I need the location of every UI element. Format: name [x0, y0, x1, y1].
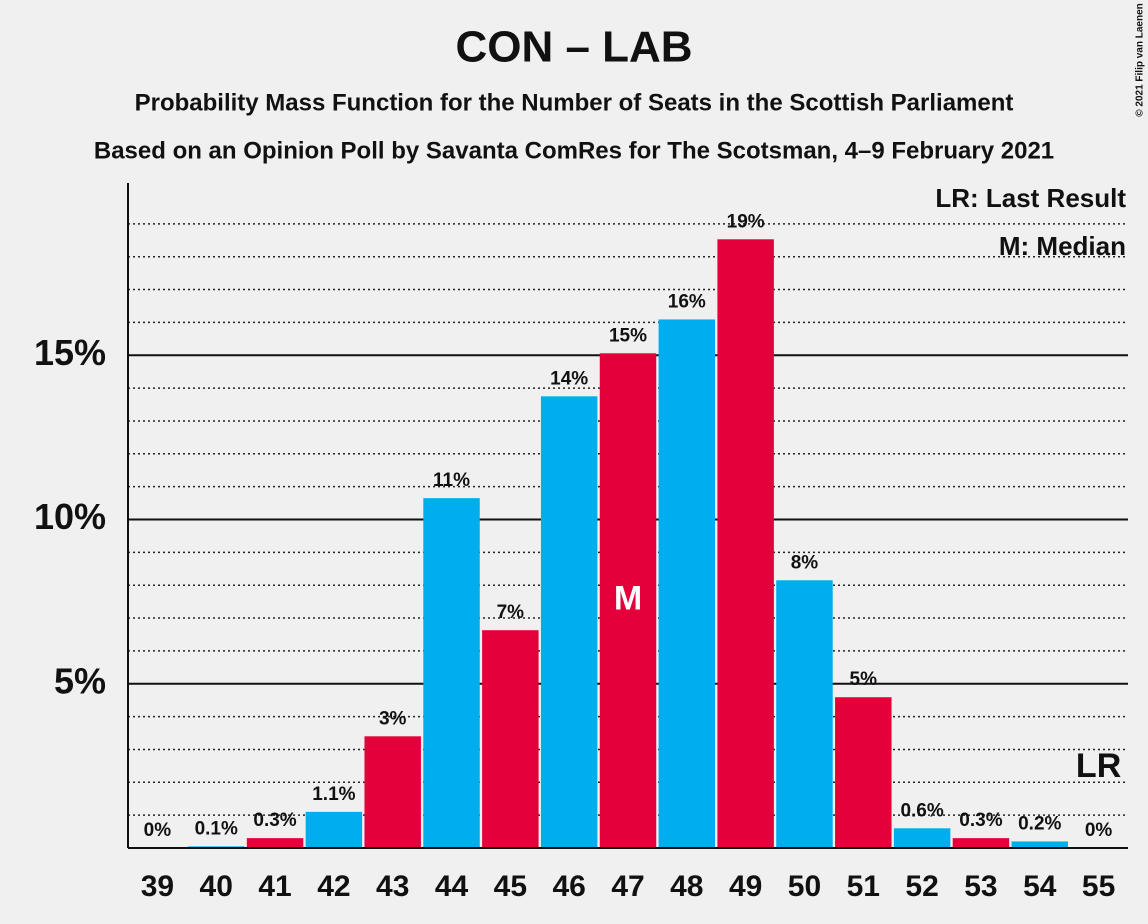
x-tick-label: 42 [317, 870, 350, 903]
bar [364, 736, 421, 848]
bar [776, 580, 833, 848]
x-tick-label: 52 [905, 870, 938, 903]
median-marker: M [614, 580, 642, 618]
bar [835, 697, 892, 848]
y-tick-label: 5% [54, 660, 106, 701]
value-label: 0% [144, 820, 172, 841]
x-tick-label: 44 [435, 870, 469, 903]
bar [893, 828, 951, 848]
x-tick-label: 39 [141, 870, 174, 903]
x-tick-label: 43 [376, 870, 409, 903]
value-label: 0.6% [900, 800, 943, 821]
value-label: 8% [791, 552, 819, 573]
bar [305, 811, 363, 848]
x-tick-label: 45 [494, 870, 527, 903]
value-label: 0% [1085, 820, 1113, 841]
subtitle: Based on an Opinion Poll by Savanta ComR… [94, 137, 1054, 164]
x-tick-label: 51 [847, 870, 880, 903]
x-tick-label: 48 [670, 870, 703, 903]
x-tick-label: 46 [552, 870, 585, 903]
value-label: 11% [433, 470, 470, 491]
value-label: 5% [850, 669, 878, 690]
x-tick-label: 54 [1023, 870, 1057, 903]
value-label: 15% [609, 325, 647, 346]
value-label: 0.1% [195, 818, 238, 839]
subtitle: Probability Mass Function for the Number… [135, 89, 1014, 116]
value-label: 0.2% [1018, 813, 1061, 834]
value-label: 0.3% [253, 810, 296, 831]
bar [482, 630, 539, 848]
value-label: 3% [379, 708, 407, 729]
x-tick-label: 50 [788, 870, 821, 903]
y-tick-label: 10% [34, 496, 106, 537]
x-tick-label: 41 [258, 870, 291, 903]
legend-entry: LR: Last Result [935, 183, 1126, 213]
value-label: 7% [497, 602, 525, 623]
bar [1011, 841, 1068, 848]
chart-title: CON – LAB [455, 23, 692, 72]
bar [423, 498, 480, 848]
x-tick-label: 49 [729, 870, 762, 903]
value-label: 19% [727, 211, 765, 232]
copyright: © 2021 Filip van Laenen [1135, 3, 1146, 117]
last-result-marker: LR [1076, 747, 1121, 785]
value-label: 0.3% [959, 810, 1002, 831]
bar [952, 838, 1010, 848]
value-label: 16% [668, 291, 706, 312]
y-tick-label: 15% [34, 332, 106, 373]
bar [540, 396, 598, 848]
x-tick-label: 40 [200, 870, 233, 903]
x-tick-label: 53 [964, 870, 997, 903]
value-label: 1.1% [312, 784, 355, 805]
bar [246, 838, 304, 848]
bar [658, 319, 716, 849]
bar [717, 239, 774, 849]
x-tick-label: 47 [611, 870, 644, 903]
x-tick-label: 55 [1082, 870, 1115, 903]
value-label: 14% [550, 368, 588, 389]
bar [599, 353, 657, 848]
legend-entry: M: Median [999, 231, 1126, 261]
